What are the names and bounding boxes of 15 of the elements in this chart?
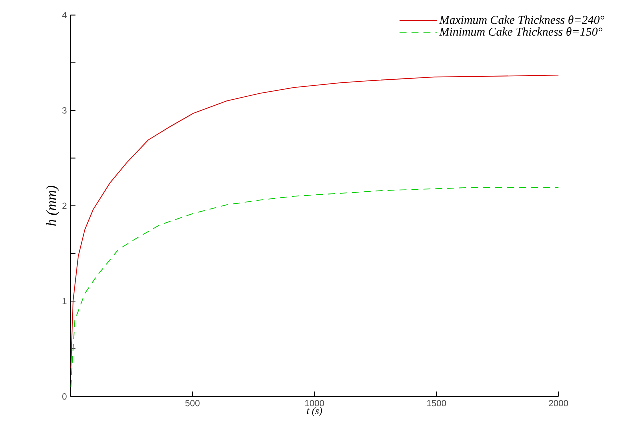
y-tick-label: 4 (62, 12, 67, 18)
line-series (70, 187, 560, 388)
x-axis-title: t (s) (307, 407, 322, 416)
legend-label: Maximum Cake Thickness θ=240° (439, 16, 605, 24)
y-tick-label: 3 (62, 107, 67, 114)
y-tick-label: 2 (62, 202, 67, 210)
x-tick-label: 500 (186, 400, 200, 407)
line-series (70, 74, 560, 368)
y-tick-label: 1 (62, 298, 67, 304)
legend-label: Minimum Cake Thickness θ=150° (439, 28, 603, 36)
y-tick-label: 0 (62, 394, 67, 400)
x-tick-label: 2000 (549, 400, 568, 407)
x-tick-label: 1500 (427, 400, 446, 407)
y-axis-title: h (mm) (46, 186, 60, 226)
x-tick-label: 1000 (305, 400, 324, 407)
